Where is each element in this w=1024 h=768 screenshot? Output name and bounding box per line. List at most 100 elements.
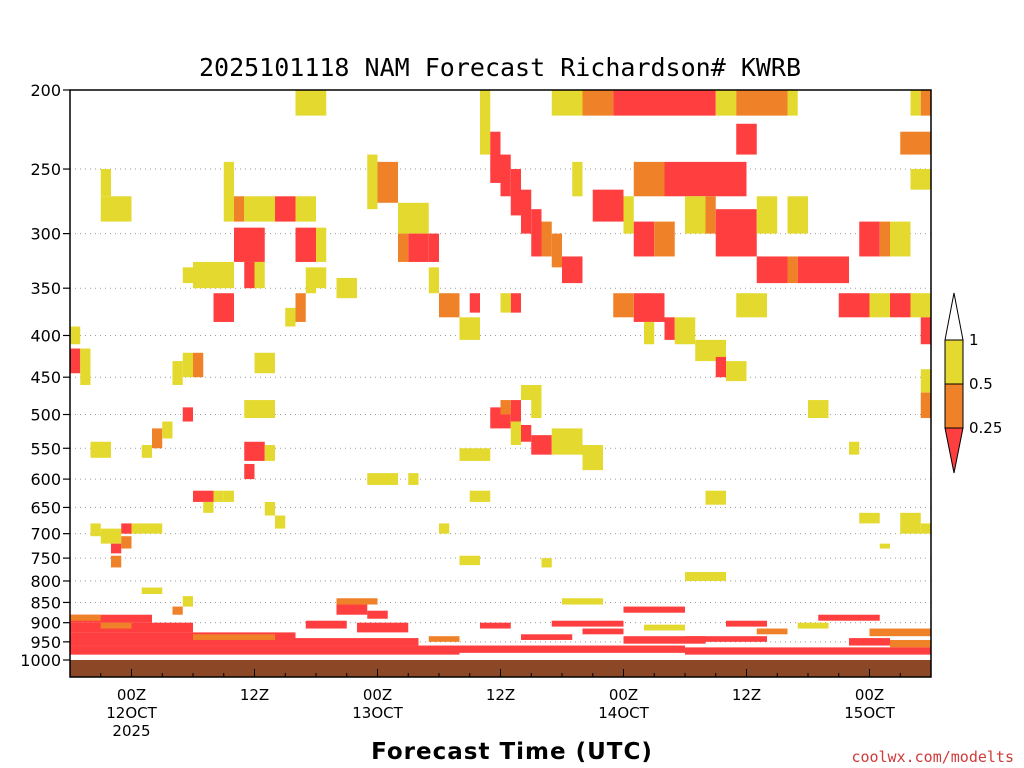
- x-tick-label: 2025: [112, 722, 150, 740]
- ri-cell-mid: [869, 628, 931, 637]
- ri-cell-mid: [193, 352, 204, 378]
- ri-cell-low: [510, 400, 521, 422]
- ri-cell-low: [480, 622, 511, 629]
- ri-cell-low: [193, 490, 214, 502]
- ri-cell-low: [234, 227, 265, 262]
- ri-cell-low: [121, 523, 132, 534]
- ri-cell-low: [767, 256, 788, 284]
- x-tick-label: 14OCT: [598, 704, 649, 722]
- ri-cell-low: [736, 123, 757, 155]
- ri-cell-low: [623, 606, 685, 613]
- ri-cell-high: [551, 428, 583, 455]
- y-axis-ticks: 200 250 300 350 400 450 500 550 600 650 700 750 800 8…: [20, 81, 70, 670]
- ri-cell-high: [726, 361, 747, 382]
- ri-cell-high: [910, 293, 931, 318]
- ri-cell-mid: [500, 400, 511, 415]
- ri-cell-low: [664, 317, 675, 340]
- ri-cell-low: [305, 620, 347, 629]
- ri-cell-low: [869, 647, 931, 655]
- ri-cell-high: [131, 523, 163, 534]
- ri-cell-mid: [295, 293, 306, 322]
- ri-cell-high: [551, 90, 583, 116]
- y-tick-label: 900: [30, 614, 61, 633]
- ri-cell-low: [838, 293, 870, 318]
- ri-cell-mid: [172, 606, 183, 615]
- ri-cell-low: [592, 189, 624, 222]
- ri-cell-low: [510, 293, 521, 313]
- y-tick-label: 500: [30, 406, 61, 425]
- ri-cell-mid: [377, 161, 398, 203]
- ri-cell-low: [787, 647, 870, 655]
- ri-cell-high: [172, 361, 183, 385]
- ri-cell-high: [316, 267, 327, 289]
- x-axis-label: Forecast Time (UTC): [371, 739, 653, 765]
- ri-cell-high: [305, 267, 316, 294]
- ri-cell-low: [726, 620, 767, 627]
- ri-cell-mid: [551, 233, 562, 268]
- ri-cell-low: [111, 543, 122, 554]
- ri-cell-mid: [234, 196, 245, 222]
- ri-cell-high: [541, 558, 552, 568]
- x-tick-label: 12Z: [732, 686, 761, 704]
- ri-cell-low: [818, 614, 880, 621]
- ri-cell-low: [562, 256, 583, 284]
- ri-cell-low: [244, 464, 255, 480]
- ri-cell-low: [459, 645, 542, 653]
- ri-cell-mid: [121, 536, 132, 549]
- y-tick-label: 800: [30, 572, 61, 591]
- ri-cell-high: [900, 512, 921, 534]
- ri-cell-high: [644, 624, 685, 631]
- chart-title: 2025101118 NAM Forecast Richardson# KWRB: [199, 53, 801, 82]
- ri-cell-low: [859, 221, 880, 257]
- ri-cell-high: [469, 490, 491, 502]
- credit-text: coolwx.com/modelts: [851, 748, 1014, 766]
- ri-cell-low: [244, 261, 255, 289]
- ri-cell-low: [685, 647, 788, 655]
- ri-cell-high: [920, 523, 931, 534]
- ground-surface: [70, 660, 931, 677]
- ri-cell-high: [141, 445, 152, 458]
- ri-cell-mid: [756, 628, 788, 635]
- ri-cell-high: [203, 501, 214, 513]
- ri-cell-high: [367, 154, 378, 210]
- ri-cell-high: [879, 543, 890, 549]
- ri-cell-mid: [152, 428, 163, 449]
- ri-cell-high: [459, 317, 480, 340]
- ri-cell-low: [367, 610, 388, 619]
- ri-cell-low: [756, 256, 767, 284]
- y-tick-label: 450: [30, 368, 61, 387]
- ri-cell-low: [70, 614, 152, 623]
- ri-cell-low: [336, 604, 368, 615]
- ri-cell-low: [715, 356, 726, 378]
- ri-cell-high: [572, 161, 583, 197]
- ri-cell-high: [695, 339, 726, 362]
- ri-cell-mid: [70, 614, 101, 621]
- ri-cell-high: [254, 352, 275, 374]
- ri-cell-mid: [613, 293, 634, 318]
- ri-cell-mid: [398, 233, 409, 262]
- ri-cell-high: [849, 441, 860, 455]
- ri-cell-low: [244, 441, 265, 461]
- y-tick-label: 950: [30, 633, 61, 652]
- ri-cell-low: [295, 227, 316, 262]
- ri-cell-low: [521, 424, 532, 442]
- x-tick-label: 12Z: [240, 686, 269, 704]
- ri-cell-low: [664, 161, 747, 197]
- ri-cell-high: [244, 400, 275, 419]
- ri-cell-high: [367, 473, 398, 485]
- ri-cell-high: [582, 445, 603, 471]
- ri-cell-low: [490, 131, 501, 183]
- ri-cell-low: [428, 233, 439, 262]
- ri-cell-high: [756, 196, 778, 234]
- ri-cell-high: [685, 196, 706, 234]
- ri-cell-high: [100, 169, 111, 197]
- ri-cell-high: [275, 515, 286, 529]
- colorbar-label: 1: [969, 331, 979, 349]
- ri-cell-low: [213, 293, 234, 322]
- ri-cell-high: [808, 400, 829, 419]
- ri-cell-high: [890, 221, 911, 257]
- ri-cell-high: [531, 396, 542, 419]
- ri-cell-high: [459, 448, 491, 461]
- x-tick-label: 00Z: [609, 686, 638, 704]
- x-tick-label: 12OCT: [106, 704, 157, 722]
